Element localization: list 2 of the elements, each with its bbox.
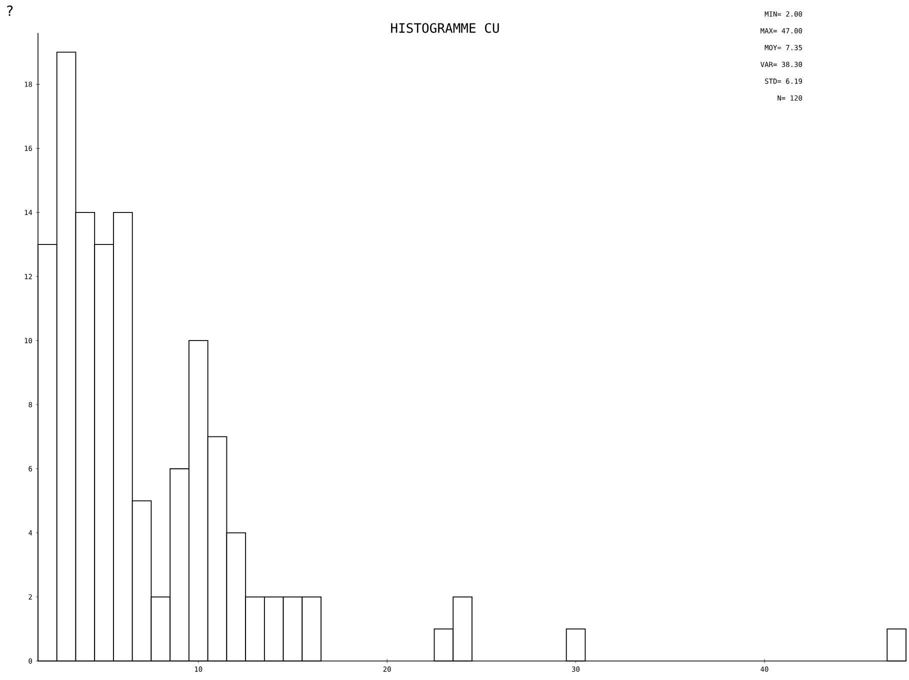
- text: ?: [7, 6, 13, 16]
- chart-title: HISTOGRAMME CU: [391, 23, 499, 33]
